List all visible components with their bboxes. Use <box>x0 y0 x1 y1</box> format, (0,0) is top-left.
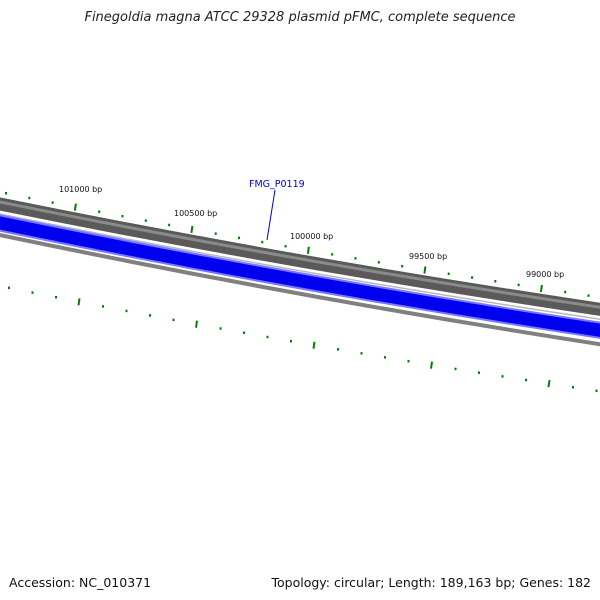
gene-forward-band <box>0 216 600 337</box>
tick-label: 99000 bp <box>526 270 564 279</box>
map-title: Finegoldia magna ATCC 29328 plasmid pFMC… <box>84 10 516 25</box>
gc-mark-inner <box>195 320 198 328</box>
gc-marks-outer <box>5 191 590 297</box>
gc-mark-outer <box>306 246 310 254</box>
tick-labels: 101000 bp 100500 bp 100000 bp 99500 bp 99000… <box>59 185 564 279</box>
inner-track <box>0 233 600 347</box>
summary-text: Topology: circular; Length: 189,163 bp; … <box>271 575 592 590</box>
backbone-highlight <box>0 200 600 309</box>
separator-line <box>0 213 600 321</box>
gc-mark-inner <box>430 361 433 369</box>
gc-mark-outer <box>539 284 543 293</box>
gc-marks-inner <box>8 286 598 392</box>
tick-label: 100000 bp <box>290 232 333 241</box>
gc-mark-inner <box>547 380 551 388</box>
accession-text: Accession: NC_010371 <box>9 575 152 590</box>
gene-pointer-line <box>266 189 276 241</box>
tick-label: 99500 bp <box>409 252 447 261</box>
gc-mark-outer <box>423 266 427 274</box>
tick-label: 101000 bp <box>59 185 102 194</box>
backbone-track <box>0 197 600 316</box>
gc-mark-inner <box>312 341 316 349</box>
gc-mark-inner <box>77 298 81 306</box>
tick-label: 100500 bp <box>174 209 217 218</box>
gc-mark-outer <box>73 203 77 211</box>
gc-mark-outer <box>190 225 194 233</box>
gene-label: FMG_P0119 <box>249 179 305 190</box>
